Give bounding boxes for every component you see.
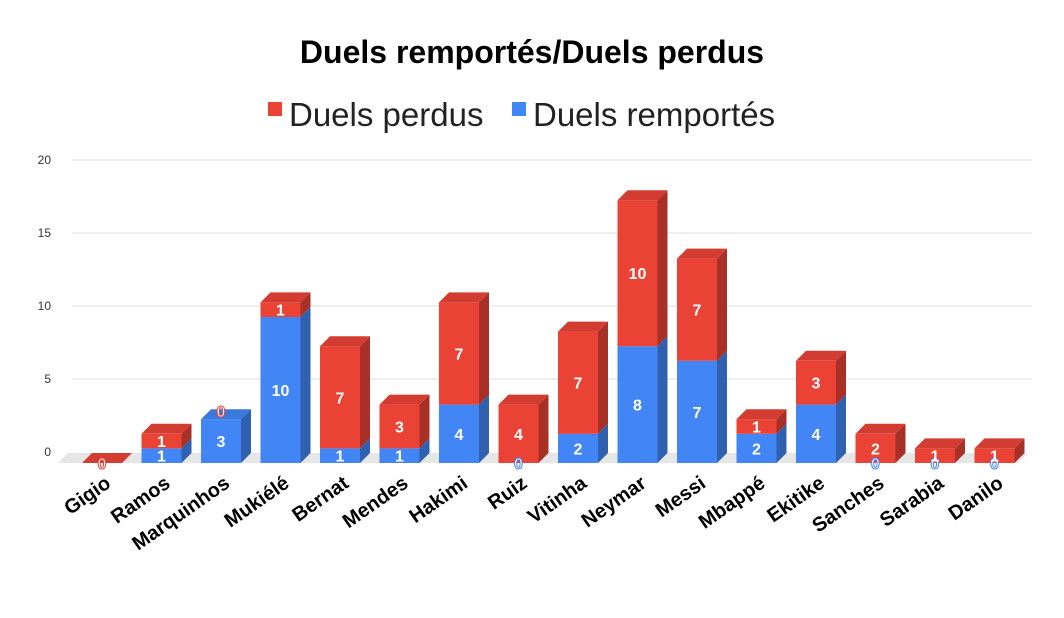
x-tick-6: Hakimi [406, 472, 472, 528]
data-label-perdus-0: 0 [98, 456, 107, 473]
bar-15-perdus [974, 438, 1025, 463]
bar-4-remportes [320, 438, 370, 463]
bar-8-remportes [558, 423, 608, 463]
data-label-remportes-8: 2 [574, 441, 583, 458]
legend-label-1: Duels remportés [533, 96, 775, 133]
bar-4-perdus [320, 336, 370, 449]
data-label-perdus-10: 7 [693, 303, 702, 320]
data-label-perdus-6: 7 [455, 347, 464, 364]
bar-10-remportes [677, 350, 727, 463]
data-label-perdus-13: 2 [871, 441, 880, 458]
legend-swatch-0 [268, 102, 282, 116]
y-tick-3: 15 [38, 226, 52, 240]
bar-5-perdus [379, 394, 430, 449]
y-tick-0: 0 [44, 445, 51, 459]
bar-3-perdus [260, 292, 311, 317]
data-label-remportes-4: 1 [336, 449, 345, 466]
y-axis: 0 5 10 15 20 [38, 153, 52, 459]
legend-label-0: Duels perdus [289, 96, 483, 133]
data-label-remportes-15: 0 [990, 456, 999, 473]
data-label-perdus-5: 3 [395, 420, 404, 437]
x-tick-14: Sarabia [876, 472, 949, 532]
bar-1-remportes [141, 438, 192, 463]
gridlines [72, 159, 1032, 380]
data-label-perdus-9: 10 [629, 266, 647, 283]
y-tick-4: 20 [38, 153, 52, 167]
y-tick-1: 5 [44, 372, 51, 386]
y-tick-2: 10 [38, 299, 52, 313]
data-label-remportes-3: 10 [272, 383, 290, 400]
data-label-perdus-15: 1 [990, 449, 999, 466]
chart-title: Duels remportés/Duels perdus [300, 34, 764, 70]
x-tick-11: Mbappé [695, 472, 770, 533]
data-label-remportes-12: 4 [812, 427, 821, 444]
bar-10-perdus [677, 248, 727, 361]
bar-7-perdus [498, 394, 549, 463]
data-label-remportes-5: 1 [395, 449, 404, 466]
bar-0-perdus [82, 453, 132, 463]
data-label-perdus-3: 1 [276, 303, 285, 320]
x-tick-5: Mendes [339, 472, 413, 533]
bar-12-perdus [796, 350, 846, 405]
legend-swatch-1 [512, 102, 526, 116]
x-axis: GigioRamosMarquinhosMukiéléBernatMendesH… [60, 472, 1007, 556]
data-label-perdus-14: 1 [931, 449, 940, 466]
bar-12-remportes [796, 394, 846, 463]
x-tick-0: Gigio [60, 472, 114, 519]
bar-9-perdus [617, 190, 668, 347]
bar-9-remportes [617, 336, 668, 463]
bar-6-remportes [439, 394, 489, 463]
bar-11-perdus [736, 409, 787, 434]
data-label-perdus-4: 7 [336, 390, 345, 407]
data-label-remportes-10: 7 [693, 405, 702, 422]
x-tick-9: Neymar [578, 472, 651, 532]
data-label-remportes-7: 0 [514, 456, 523, 473]
bars [82, 190, 1025, 463]
data-label-remportes-11: 2 [752, 441, 761, 458]
data-label-perdus-11: 1 [752, 420, 761, 437]
data-label-remportes-13: 0 [871, 456, 880, 473]
legend: Duels perdus Duels remportés [268, 96, 775, 133]
bar-14-perdus [915, 438, 965, 463]
bar-1-perdus [141, 423, 192, 449]
bar-6-perdus [439, 292, 489, 405]
x-tick-7: Ruiz [484, 472, 531, 514]
data-label-remportes-14: 0 [931, 456, 940, 473]
bar-3-remportes [260, 307, 311, 463]
data-label-remportes-9: 8 [633, 398, 642, 415]
data-label-remportes-6: 4 [455, 427, 464, 444]
data-label-perdus-7: 4 [514, 427, 523, 444]
bar-2-remportes [201, 409, 251, 463]
data-label-remportes-2: 3 [217, 434, 226, 451]
data-label-perdus-8: 7 [574, 376, 583, 393]
bar-5-remportes [379, 438, 430, 463]
x-tick-15: Danilo [945, 472, 1008, 525]
bar-8-perdus [558, 321, 608, 434]
bar-13-perdus [855, 423, 906, 463]
bar-11-remportes [736, 423, 787, 463]
data-label-remportes-1: 1 [157, 449, 166, 466]
data-label-perdus-12: 3 [812, 376, 821, 393]
data-label-perdus-2: 0 [217, 404, 226, 421]
x-tick-3: Mukiélé [221, 472, 294, 532]
data-label-perdus-1: 1 [157, 434, 166, 451]
